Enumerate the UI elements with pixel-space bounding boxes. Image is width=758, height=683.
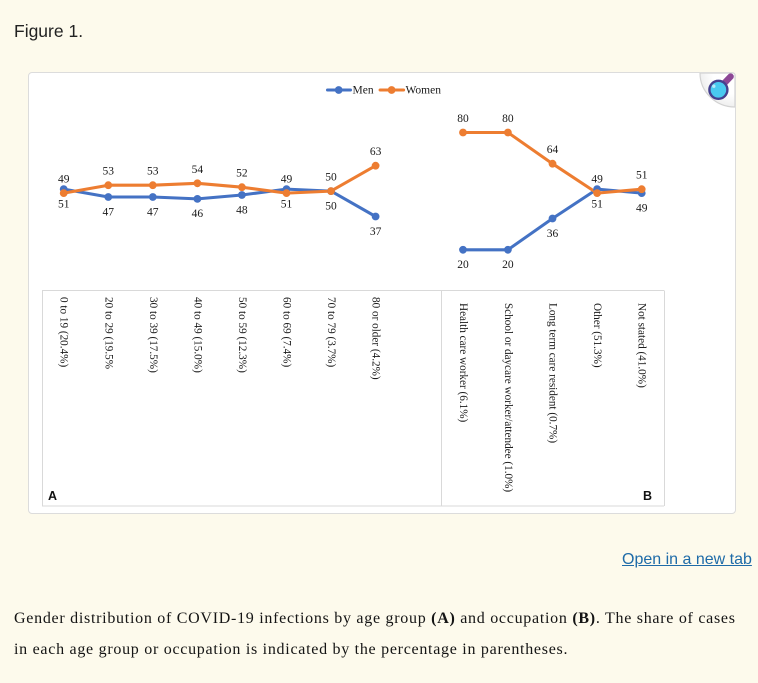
svg-text:53: 53 xyxy=(147,166,159,178)
svg-text:46: 46 xyxy=(192,208,204,220)
svg-text:50 to 59 (12.3%): 50 to 59 (12.3%) xyxy=(236,297,248,373)
svg-text:50: 50 xyxy=(325,172,337,184)
svg-text:30 to 39 (17.5%): 30 to 39 (17.5%) xyxy=(147,297,159,373)
svg-text:20: 20 xyxy=(502,259,514,271)
svg-text:80 or older (4.2%): 80 or older (4.2%) xyxy=(370,297,382,380)
svg-text:Not stated (41.0%): Not stated (41.0%) xyxy=(636,303,648,388)
svg-text:47: 47 xyxy=(103,206,115,218)
svg-text:20 to 29 (19.5%: 20 to 29 (19.5% xyxy=(102,297,114,369)
svg-text:51: 51 xyxy=(591,198,603,210)
svg-text:School or daycare worker/atten: School or daycare worker/attendee (1.0%) xyxy=(502,303,514,492)
svg-text:52: 52 xyxy=(236,168,248,180)
svg-text:63: 63 xyxy=(370,146,382,158)
svg-text:70 to 79 (3.7%): 70 to 79 (3.7%) xyxy=(325,297,337,367)
svg-text:80: 80 xyxy=(457,113,469,125)
svg-text:80: 80 xyxy=(502,113,514,125)
svg-text:51: 51 xyxy=(636,170,648,182)
svg-text:Other (51.3%): Other (51.3%) xyxy=(591,303,603,368)
svg-text:47: 47 xyxy=(147,206,159,218)
svg-text:0 to 19 (20.4%): 0 to 19 (20.4%) xyxy=(58,297,70,367)
svg-text:54: 54 xyxy=(192,164,204,176)
svg-text:60 to 69 (7.4%): 60 to 69 (7.4%) xyxy=(281,297,293,367)
svg-text:40 to 49 (15.0%): 40 to 49 (15.0%) xyxy=(191,297,203,373)
svg-text:49: 49 xyxy=(58,174,70,186)
svg-text:64: 64 xyxy=(547,144,559,156)
svg-text:51: 51 xyxy=(58,198,70,210)
svg-text:Health care worker (6.1%): Health care worker (6.1%) xyxy=(457,303,469,423)
svg-text:A: A xyxy=(48,489,57,503)
svg-text:49: 49 xyxy=(281,174,293,186)
svg-text:51: 51 xyxy=(281,198,293,210)
svg-text:49: 49 xyxy=(591,174,603,186)
svg-text:Men: Men xyxy=(353,85,374,97)
svg-text:B: B xyxy=(643,489,652,503)
svg-text:36: 36 xyxy=(547,228,559,240)
svg-text:20: 20 xyxy=(457,259,469,271)
svg-text:50: 50 xyxy=(325,200,337,212)
svg-text:37: 37 xyxy=(370,226,382,238)
svg-text:53: 53 xyxy=(103,166,115,178)
svg-text:Women: Women xyxy=(406,85,442,97)
svg-text:Long term care resident (0.7%): Long term care resident (0.7%) xyxy=(547,303,559,443)
svg-text:49: 49 xyxy=(636,202,648,214)
svg-text:48: 48 xyxy=(236,204,248,216)
